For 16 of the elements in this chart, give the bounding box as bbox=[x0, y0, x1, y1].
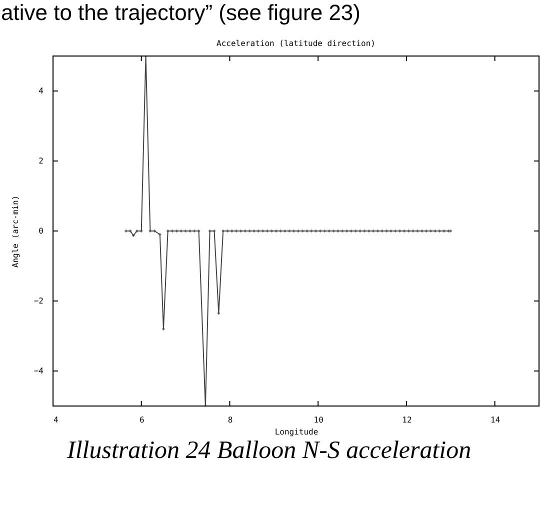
x-tick-label: 10 bbox=[314, 416, 324, 424]
y-axis-title: Angle (arc-min) bbox=[10, 195, 20, 268]
text: ative to the trajectory” (see figure 23) bbox=[1, 0, 360, 25]
y-tick-label: 4 bbox=[38, 86, 44, 96]
y-tick-label: 0 bbox=[38, 226, 44, 236]
y-tick-label: −4 bbox=[34, 366, 44, 376]
x-tick-label: 12 bbox=[402, 416, 412, 424]
x-tick-label: 4 bbox=[54, 416, 58, 424]
text: Illustration 24 Balloon N-S acceleration bbox=[66, 437, 472, 464]
x-tick-label: 8 bbox=[228, 416, 233, 424]
x-axis-title: Longitude bbox=[274, 428, 318, 436]
y-tick-label: −2 bbox=[34, 296, 44, 306]
x-tick-label: 6 bbox=[139, 416, 144, 424]
x-tick-label: 14 bbox=[490, 416, 500, 424]
y-tick-label: 2 bbox=[38, 156, 44, 166]
chart-title: Acceleration (latitude direction) bbox=[216, 39, 376, 48]
